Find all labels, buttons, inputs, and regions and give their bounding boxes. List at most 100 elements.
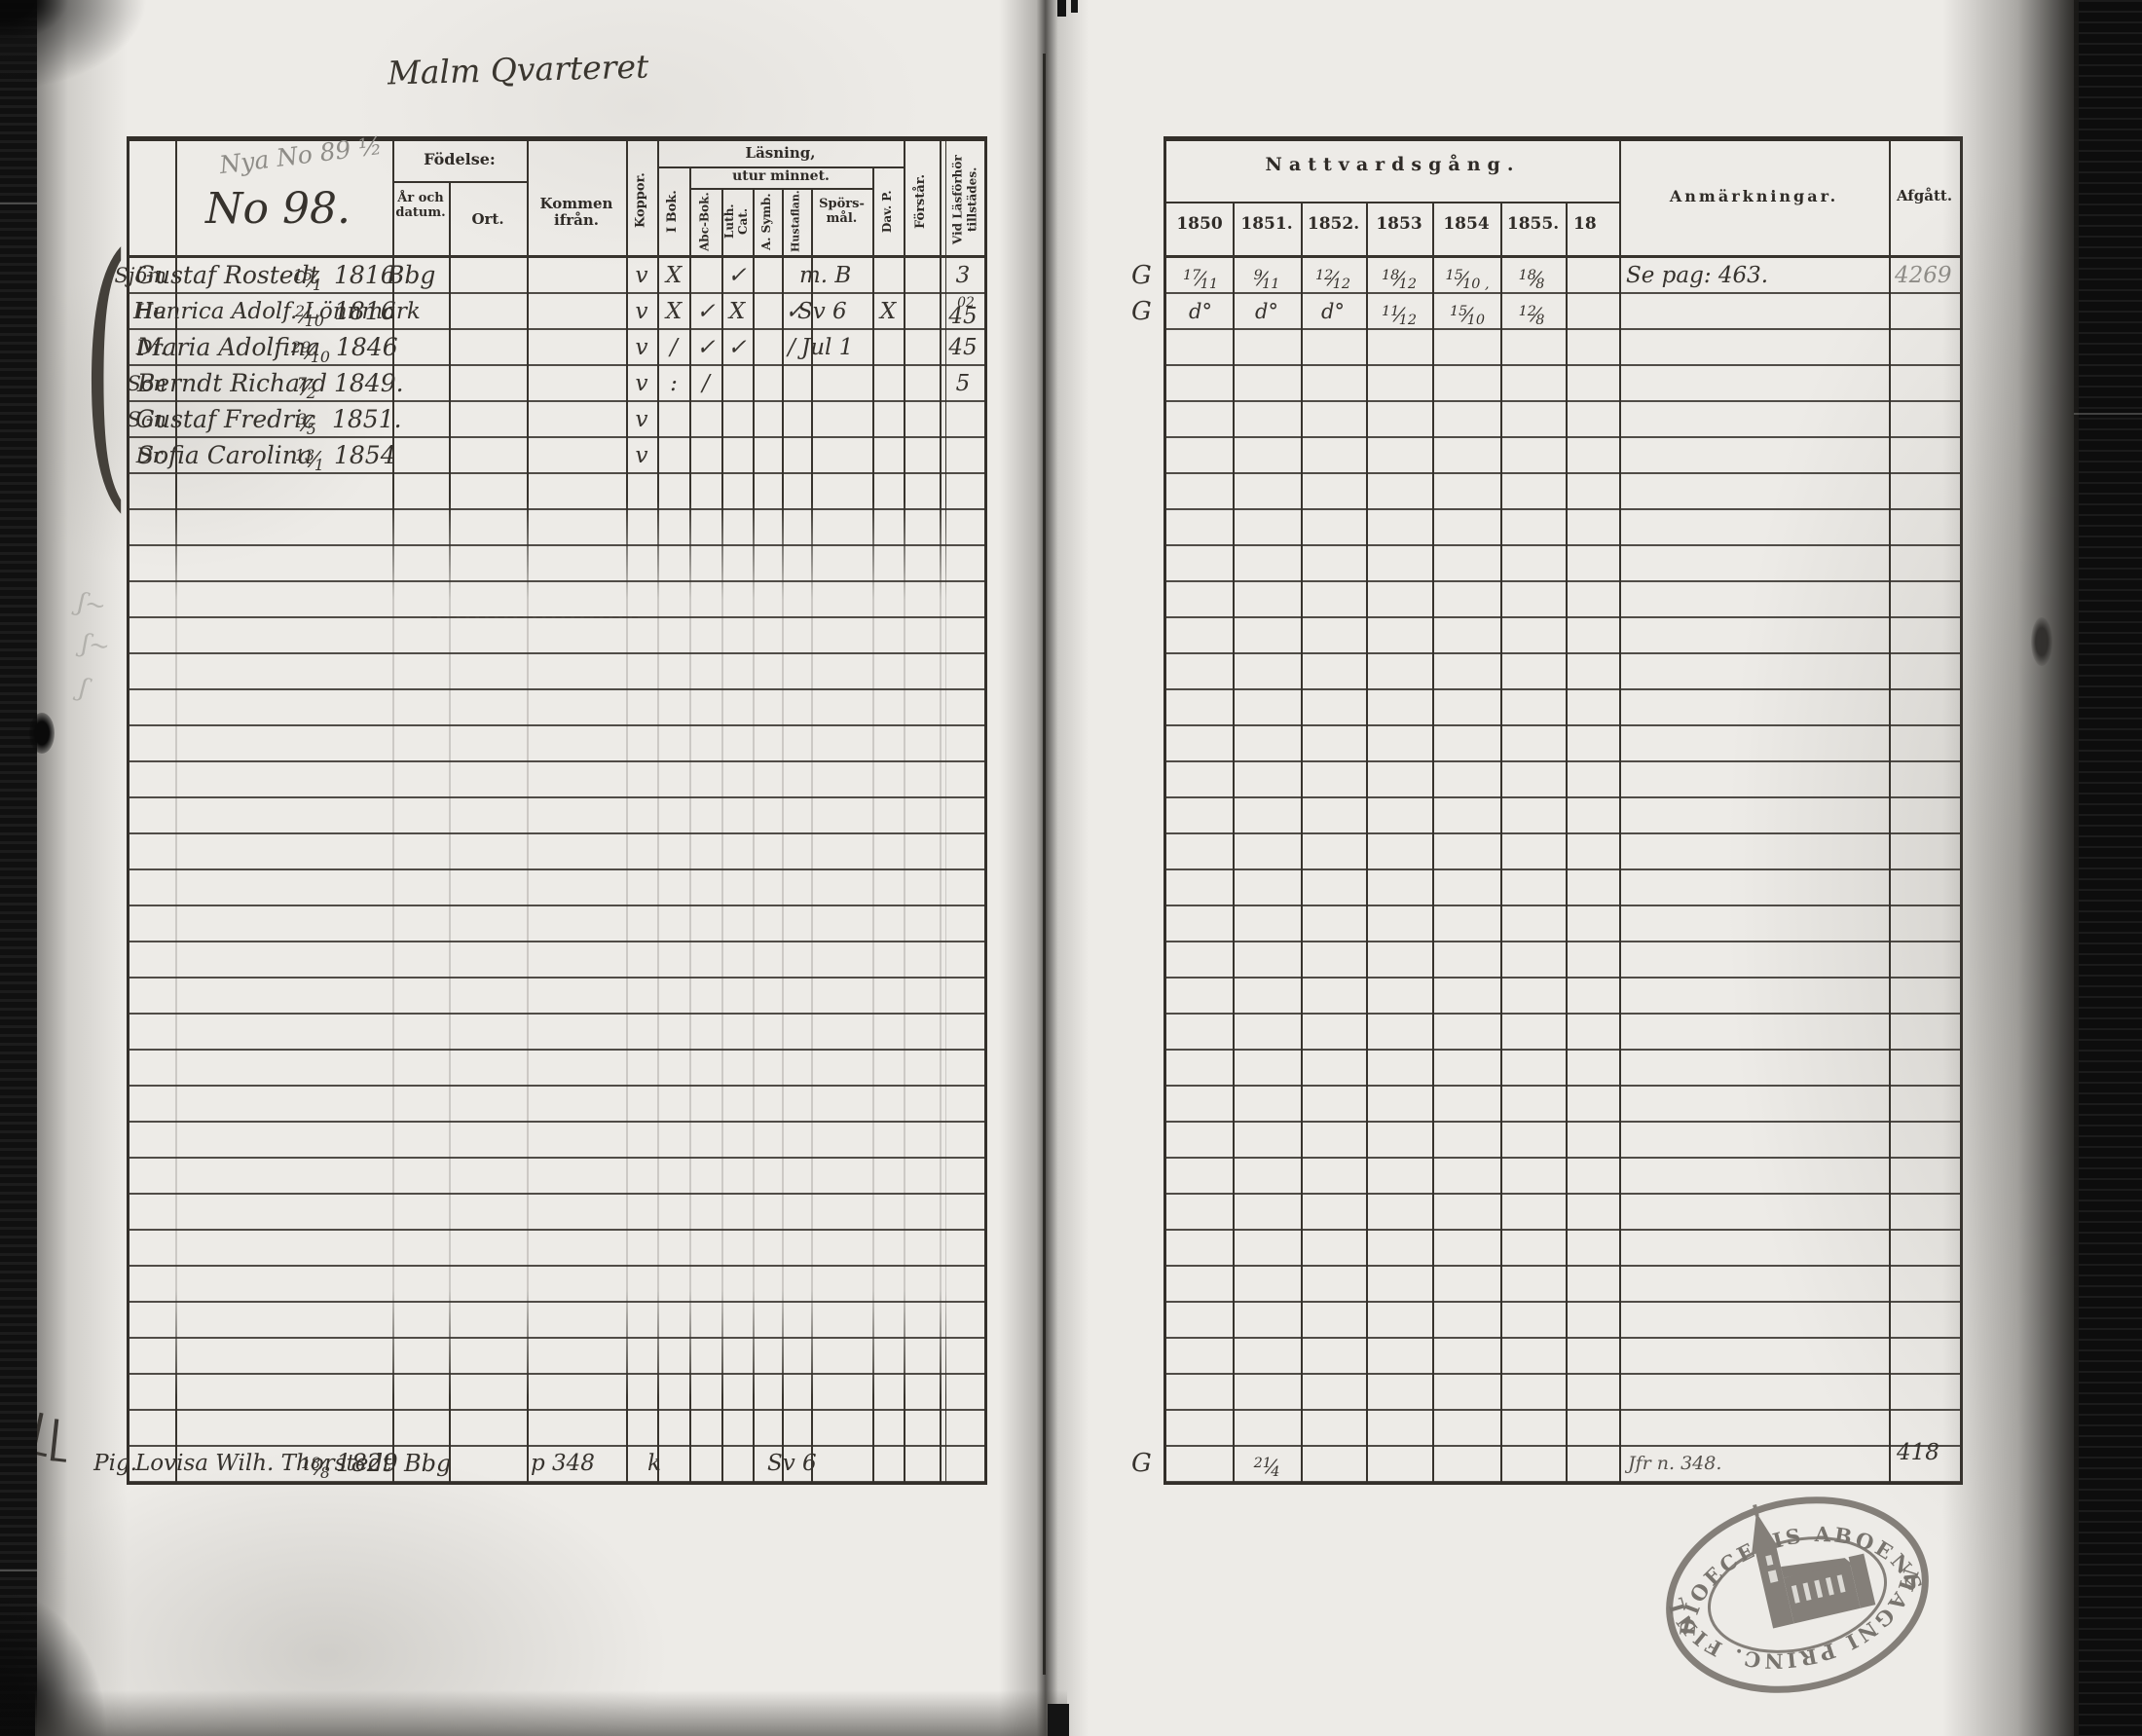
header-nattvardsgang: Nattvardsgång.: [1265, 154, 1521, 175]
row-birthyear: 1816: [334, 261, 396, 289]
communion-1854: 15⁄10: [1450, 303, 1485, 329]
header-abc-bok: Abc-Bok.: [697, 192, 712, 251]
row-relation: Dr.: [135, 444, 166, 467]
film-scratch: [2074, 413, 2142, 415]
mark-sporsmal: Jul 1: [801, 335, 854, 360]
row-ort: Bbg: [404, 1450, 452, 1477]
household-row-4: Son Berndt Richard 7⁄2 1849. v : / 5: [127, 366, 984, 402]
communion-1851: d°: [1255, 300, 1278, 323]
row-name: Henrica Adolf. Lönnmark: [133, 299, 421, 324]
header-i-bok: I Bok.: [665, 190, 681, 234]
remark: Jfr n. 348.: [1628, 1453, 1722, 1474]
row-name: Gustaf Fredric: [135, 405, 316, 433]
book-gutter-line: [1043, 54, 1046, 1675]
row-birthyear: 1849.: [334, 369, 404, 397]
row-birthyear: 1816: [334, 297, 396, 325]
remark: Se pag: 463.: [1626, 263, 1769, 288]
year-1854: 1854: [1443, 214, 1490, 234]
row-name: Sofia Carolina: [137, 441, 313, 469]
margin-pencil-squiggle: ʃ~: [80, 629, 112, 662]
header-fodelse: Födelse:: [424, 150, 496, 168]
record-number: No 98.: [205, 184, 351, 234]
year-18xx: 18: [1573, 214, 1597, 234]
row-birthdate: 13⁄1: [295, 446, 324, 475]
mark-sporsmal: Sv 6: [797, 299, 847, 324]
mark-abc-bok: ✓: [696, 299, 716, 324]
row-birthyear: 1846: [336, 333, 398, 361]
parish-stamp: DIOECESIS ABOENSIS. MAGNI PRINC. FINL.: [1642, 1480, 1939, 1705]
corner-shadow-top-left: [0, 0, 253, 156]
mark-vid-sup: 02: [957, 295, 975, 311]
mark-sporsmal: m. B: [799, 263, 852, 288]
stamp-inner-ring: [1707, 1536, 1888, 1653]
communion-1851: 9⁄11: [1253, 267, 1280, 293]
film-strip-right: [2074, 0, 2142, 1736]
mark-koppor: v: [635, 443, 648, 468]
row-birthdate: 3⁄5: [297, 410, 316, 439]
household-row-2: Hu Henrica Adolf. Lönnmark 2⁄10 1816 v X…: [129, 294, 984, 330]
mark-dav-p: X: [879, 299, 897, 324]
communion-1853: 11⁄12: [1382, 303, 1417, 329]
header-ort: Ort.: [471, 210, 504, 228]
row-relation: Pig.: [93, 1451, 137, 1476]
communion-row-2: G d° d° d° 11⁄12 15⁄10 12⁄8: [1131, 294, 1960, 330]
page-edge-shadow-bottom: [35, 1690, 1067, 1736]
year-1850: 1850: [1176, 214, 1223, 234]
mark-vid-lasforhor: 3: [955, 263, 971, 288]
mark-hustaflan: ✓: [785, 299, 804, 324]
header-kommen-ifran: Kommen ifrån.: [539, 195, 613, 230]
communion-1850: 17⁄11: [1183, 267, 1218, 293]
mark-koppor: k: [647, 1451, 661, 1476]
household-row-maid: Pig. Lovisa Wilh. Thorstedt 18⁄8 1829 Bb…: [93, 1446, 984, 1482]
film-registration-mark: [1071, 0, 1078, 13]
page-edge-shadow-right: [1942, 0, 2079, 1736]
header-anmarkningar: Anmärkningar.: [1669, 187, 1839, 205]
mark-i-bok: X: [665, 299, 683, 324]
stamp-outer-ring: [1666, 1496, 1929, 1693]
header-utur-minnet: utur minnet.: [732, 168, 830, 184]
mark-abc-bok: /: [702, 371, 710, 396]
film-strip-left: [0, 0, 37, 1736]
mark-sporsmal: Sv 6: [767, 1451, 817, 1476]
mark-koppor: v: [635, 371, 648, 396]
row-relation: Son: [127, 408, 166, 431]
row-name: Lovisa Wilh. Thorstedt: [135, 1451, 392, 1476]
mark-i-bok: X: [665, 263, 683, 288]
row-relation: Sjöm: [114, 264, 166, 287]
header-hustaflan: Hustaflan.: [789, 190, 802, 253]
margin-pencil-squiggle: ʃ~: [75, 587, 109, 622]
communion-1851: 21⁄4: [1253, 1455, 1280, 1481]
year-1855: 1855.: [1506, 214, 1560, 234]
communion-1853: 18⁄12: [1382, 267, 1417, 293]
household-row-1: Sjöm Gustaf Rostedt 15⁄1 1816 Bbg v X ✓ …: [115, 258, 984, 294]
communion-row-maid: G 21⁄4 Jfr n. 348. 418: [1131, 1440, 1960, 1482]
film-scratch: [0, 203, 37, 204]
row-name: Berndt Richard: [137, 369, 327, 397]
page-title: Malm Qvarteret: [387, 47, 649, 92]
mark-koppor: v: [635, 407, 648, 432]
year-1853: 1853: [1376, 214, 1422, 234]
row-birthdate: 29⁄10: [291, 338, 330, 367]
communion-1855: 18⁄8: [1518, 267, 1545, 293]
film-scratch: [0, 1570, 37, 1571]
left-table-row-rules: [129, 258, 984, 1482]
row-relation: Son: [127, 372, 166, 395]
mark-hustaflan: /: [788, 335, 795, 360]
communion-1855: 12⁄8: [1518, 303, 1545, 329]
mark-koppor: v: [635, 263, 648, 288]
header-lasning: Läsning,: [745, 144, 816, 162]
row-birthdate: 2⁄10: [295, 302, 324, 331]
right-table-row-rules: [1166, 258, 1960, 1482]
margin-letter-g: G: [1131, 261, 1152, 290]
row-relation: Hu: [135, 300, 166, 323]
header-koppor: Koppor.: [633, 172, 648, 229]
household-row-3: Dr. Maria Adolfina 29⁄10 1846 v / ✓ ✓ / …: [129, 330, 984, 366]
communion-1852: 12⁄12: [1315, 267, 1350, 293]
afgatt-note: 418: [1897, 1440, 1939, 1465]
film-blemish-left: [29, 713, 55, 754]
row-relation: Dr.: [135, 336, 166, 359]
mark-vid-lasforhor: 5: [955, 371, 971, 396]
afgatt-note: 4269: [1895, 263, 1952, 288]
film-registration-mark: [1048, 1704, 1069, 1736]
